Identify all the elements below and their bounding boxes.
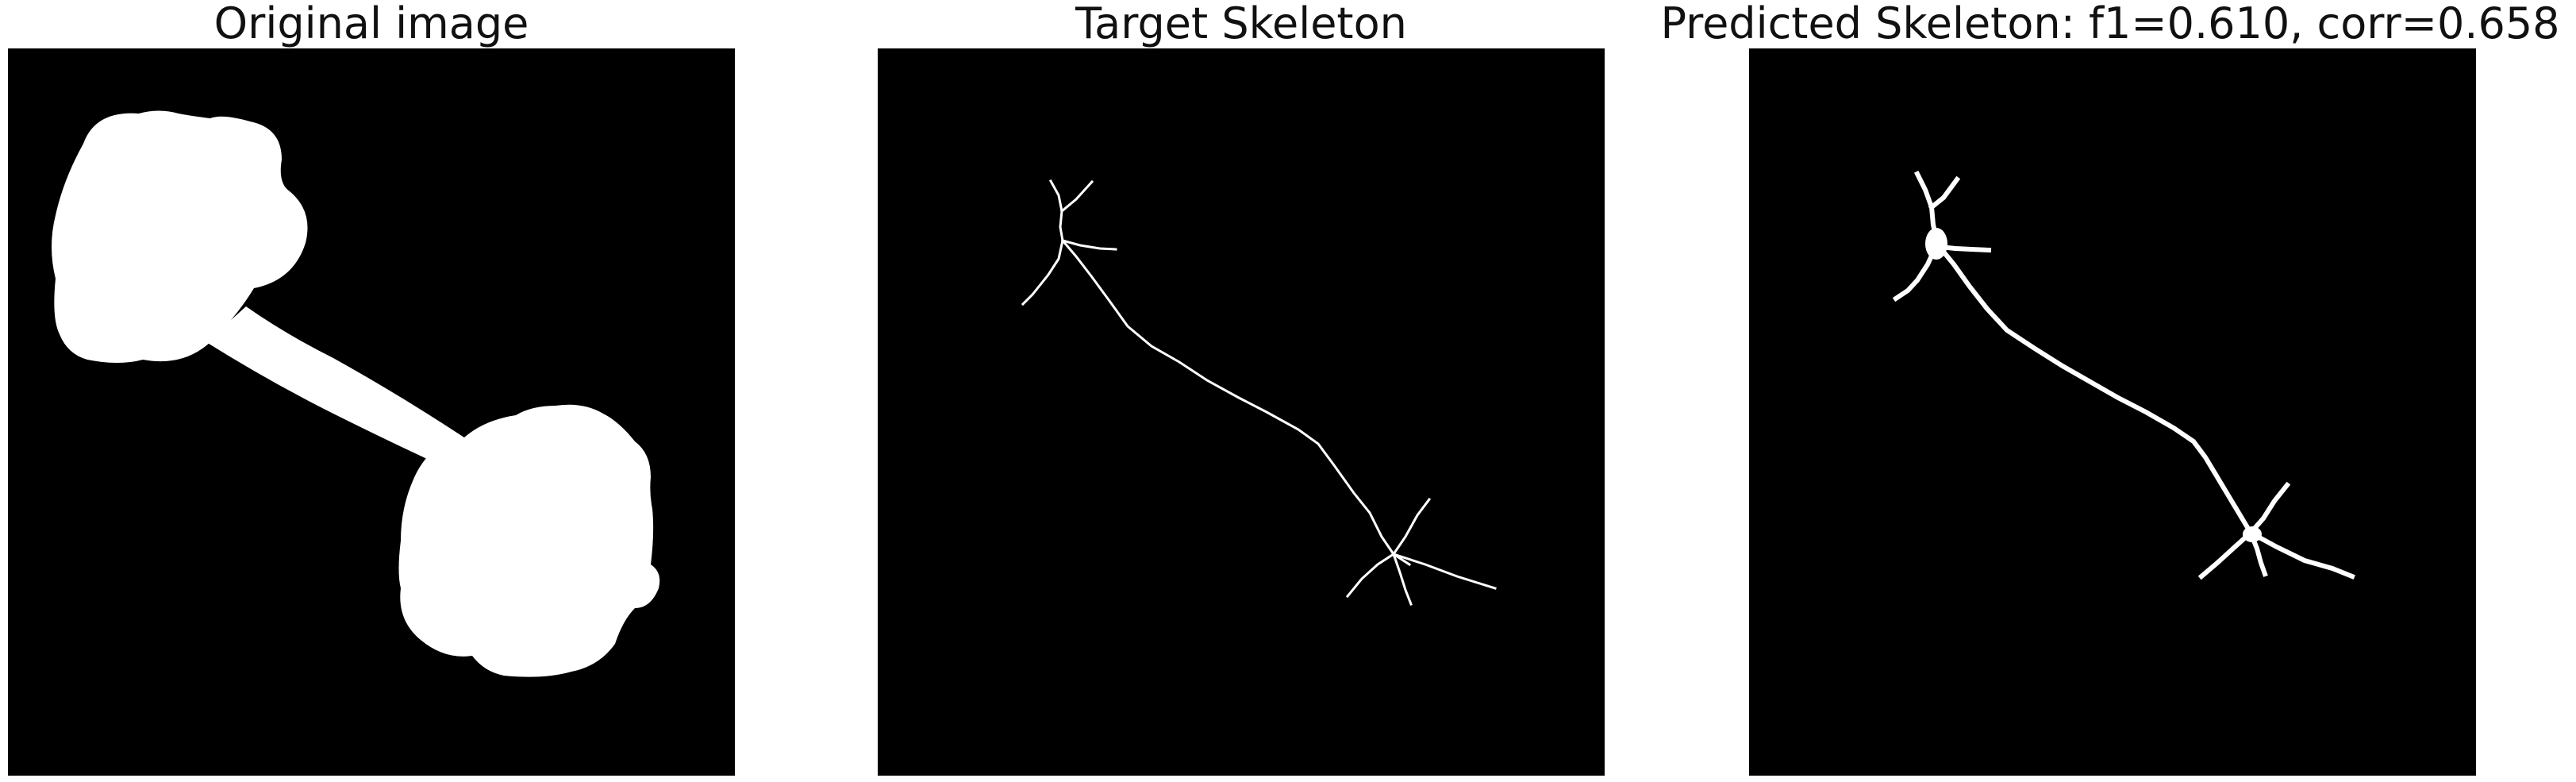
original-image-title: Original image bbox=[213, 0, 529, 48]
original-image-canvas bbox=[8, 48, 735, 776]
thin-skeleton-image bbox=[878, 48, 1605, 776]
original-image-panel: Original image bbox=[8, 0, 735, 782]
target-skeleton-canvas bbox=[878, 48, 1605, 776]
dumbbell-silhouette-image bbox=[8, 48, 735, 776]
target-skeleton-panel: Target Skeleton bbox=[878, 0, 1605, 782]
predicted-skeleton-title: Predicted Skeleton: f1=0.610, corr=0.658 bbox=[1660, 0, 2560, 48]
target-skeleton-title: Target Skeleton bbox=[1075, 0, 1407, 48]
dumbbell-shape bbox=[52, 110, 660, 677]
thick-skeleton-image bbox=[1749, 48, 2476, 776]
predicted-node-blobs bbox=[1925, 228, 2262, 542]
predicted-skeleton-panel: Predicted Skeleton: f1=0.610, corr=0.658 bbox=[1660, 0, 2560, 782]
target-skeleton-lines bbox=[1021, 179, 1497, 606]
predicted-skeleton-canvas bbox=[1749, 48, 2476, 776]
